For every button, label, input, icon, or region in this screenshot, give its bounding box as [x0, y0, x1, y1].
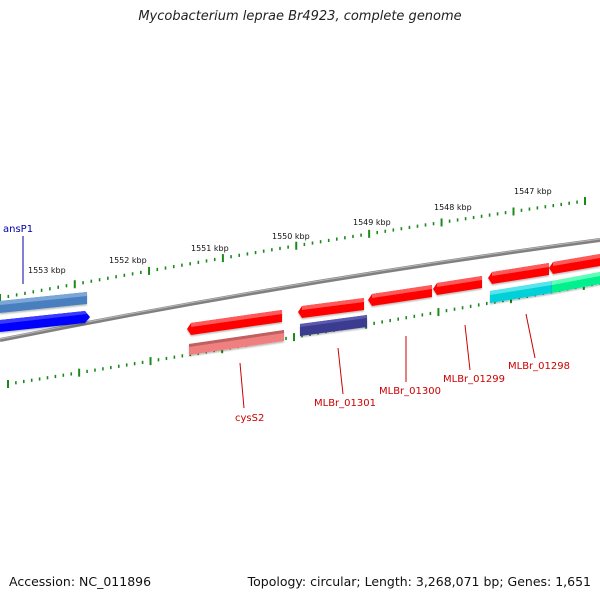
gene-MLBr_01300-highlight: [372, 285, 432, 298]
gene-MLBr_01298-lower-highlight: [490, 281, 552, 295]
accession-text: Accession: NC_011896: [9, 574, 152, 589]
gene-ansP1-lower-highlight: [0, 311, 87, 324]
leader-MLBr_01298: [525, 313, 536, 359]
gene-label-cysS2[interactable]: cysS2: [235, 413, 264, 424]
tick-label-1553: 1553 kbp: [28, 266, 66, 275]
tick-label-1548: 1548 kbp: [434, 203, 472, 212]
gene-MLBr_01299-highlight: [437, 276, 482, 287]
gene-MLBr_01301-upper-highlight: [302, 298, 364, 310]
gene-cysS2-lower-edge: [189, 330, 284, 347]
tick-label-1550: 1550 kbp: [272, 232, 310, 241]
genome-backbone: [0, 238, 600, 342]
gene-ansP1-lower[interactable]: [0, 311, 90, 332]
gene-label-MLBr_01298[interactable]: MLBr_01298: [508, 361, 570, 372]
tick-label-1547: 1547 kbp: [514, 187, 552, 196]
gene-ansP1-upper-highlight: [0, 292, 87, 305]
upper-tick-track: [0, 197, 586, 302]
leader-MLBr_01301: [337, 347, 344, 395]
gene-cysS2-upper-highlight: [191, 310, 282, 327]
gene-label-MLBr_01300[interactable]: MLBr_01300: [379, 386, 441, 397]
tick-label-1552: 1552 kbp: [109, 256, 147, 265]
topology-text: Topology: circular; Length: 3,268,071 bp…: [247, 574, 591, 589]
gene-right-lower-highlight: [552, 272, 600, 285]
gene-MLBr_01301-lower-highlight: [300, 315, 367, 327]
tick-label-1551: 1551 kbp: [191, 244, 229, 253]
gene-right-upper-highlight: [553, 254, 600, 266]
gene-label-ansP1[interactable]: ansP1: [3, 224, 33, 235]
leader-cysS2: [239, 362, 245, 409]
gene-label-MLBr_01299[interactable]: MLBr_01299: [443, 374, 505, 385]
gene-MLBr_01298-upper-highlight: [492, 263, 549, 276]
gene-label-MLBr_01301[interactable]: MLBr_01301: [314, 398, 376, 409]
leader-MLBr_01299: [464, 324, 471, 371]
tick-label-1549: 1549 kbp: [353, 218, 391, 227]
map-title: Mycobacterium leprae Br4923, complete ge…: [138, 9, 462, 24]
